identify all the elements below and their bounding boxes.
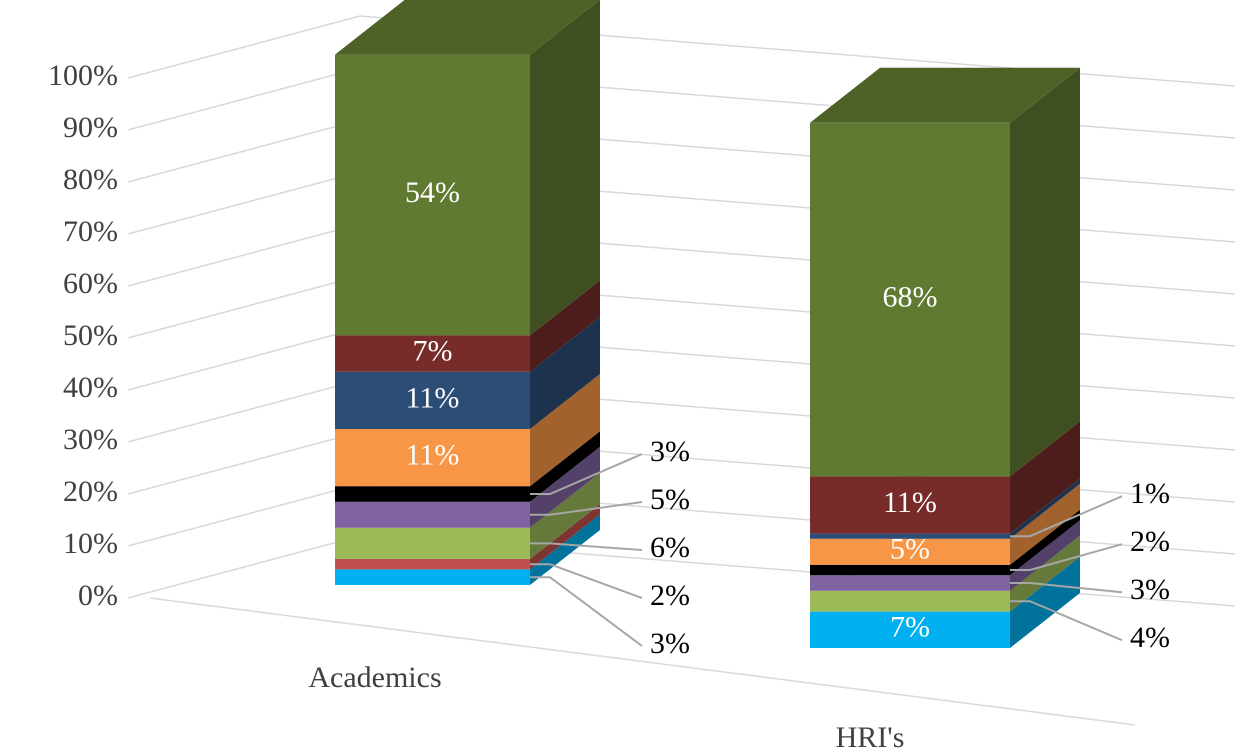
leader-line	[530, 563, 643, 599]
bar-segment-side	[530, 431, 600, 502]
bar-segment-side	[1010, 556, 1080, 648]
data-label: 2%	[1130, 525, 1170, 558]
data-label: 3%	[650, 435, 690, 468]
data-label: 11%	[883, 486, 937, 519]
bar-segment-side	[1010, 509, 1080, 576]
data-label: 7%	[413, 334, 453, 367]
leader-line	[1010, 600, 1123, 642]
grid-line	[127, 535, 361, 599]
bar-segment	[810, 122, 1010, 477]
y-tick-label: 70%	[63, 215, 118, 248]
leader-line	[1010, 495, 1123, 538]
bar-segment-side	[1010, 421, 1080, 534]
bar-segment	[335, 371, 530, 429]
leader-line	[530, 453, 643, 495]
bar-segment-side	[1010, 535, 1080, 612]
bar-top	[810, 67, 1080, 123]
data-label: 6%	[650, 531, 690, 564]
y-tick-label: 30%	[63, 423, 118, 456]
grid-line	[127, 379, 361, 443]
bar-segment	[810, 533, 1010, 539]
bar-segment-side	[1010, 67, 1080, 477]
y-tick-label: 50%	[63, 319, 118, 352]
bar-segment	[335, 559, 530, 570]
bar-segment-side	[530, 280, 600, 372]
bar-segment-side	[1010, 483, 1080, 565]
bar-segment	[335, 486, 530, 502]
grid-line	[127, 483, 361, 547]
y-tick-label: 90%	[63, 111, 118, 144]
bar-segment-side	[1010, 520, 1080, 591]
bar-segment	[335, 429, 530, 487]
bar-segment-side	[530, 504, 600, 570]
data-label: 3%	[650, 627, 690, 660]
bar-segment	[810, 564, 1010, 576]
grid-line	[127, 431, 361, 495]
bar-segment-side	[1010, 478, 1080, 539]
bar-segment	[335, 501, 530, 528]
data-label: 3%	[1130, 573, 1170, 606]
bar-segment	[335, 527, 530, 559]
bar-segment-side	[530, 0, 600, 336]
bar-segment	[335, 569, 530, 585]
y-tick-label: 60%	[63, 267, 118, 300]
data-label: 11%	[406, 381, 460, 414]
leader-line	[1010, 543, 1123, 571]
x-tick-label: HRI's	[836, 721, 905, 754]
y-tick-label: 0%	[78, 579, 118, 612]
grid-line	[127, 119, 361, 183]
bar-segment	[810, 575, 1010, 591]
grid-line	[127, 327, 361, 391]
data-label: 7%	[890, 611, 930, 644]
data-label: 5%	[650, 483, 690, 516]
y-tick-label: 20%	[63, 475, 118, 508]
data-label: 4%	[1130, 621, 1170, 654]
y-tick-label: 80%	[63, 163, 118, 196]
grid-line	[127, 67, 361, 131]
data-label: 2%	[650, 579, 690, 612]
bar-segment	[810, 611, 1010, 648]
leader-line	[530, 576, 643, 647]
data-label: 1%	[1130, 477, 1170, 510]
grid-line	[127, 275, 361, 339]
data-label: 11%	[406, 438, 460, 471]
bar-segment	[335, 335, 530, 372]
bar-segment-side	[530, 514, 600, 585]
data-label: 54%	[405, 176, 460, 209]
grid-line	[127, 223, 361, 287]
leader-line	[1010, 582, 1123, 594]
bar-segment	[335, 54, 530, 336]
data-label: 68%	[883, 280, 938, 313]
bar-top	[335, 0, 600, 55]
leader-line	[530, 501, 643, 516]
y-tick-label: 100%	[48, 59, 118, 92]
bar-segment	[810, 590, 1010, 612]
bar-segment	[810, 476, 1010, 534]
grid-line	[127, 171, 361, 235]
bar-segment-side	[530, 472, 600, 559]
y-tick-label: 40%	[63, 371, 118, 404]
bar-segment	[810, 538, 1010, 565]
x-tick-label: Academics	[308, 661, 441, 694]
grid-line	[127, 15, 361, 79]
y-tick-label: 10%	[63, 527, 118, 560]
floor-edge	[149, 597, 1136, 726]
bar-segment-side	[530, 374, 600, 487]
leader-line	[530, 542, 643, 551]
bar-segment-side	[530, 316, 600, 429]
